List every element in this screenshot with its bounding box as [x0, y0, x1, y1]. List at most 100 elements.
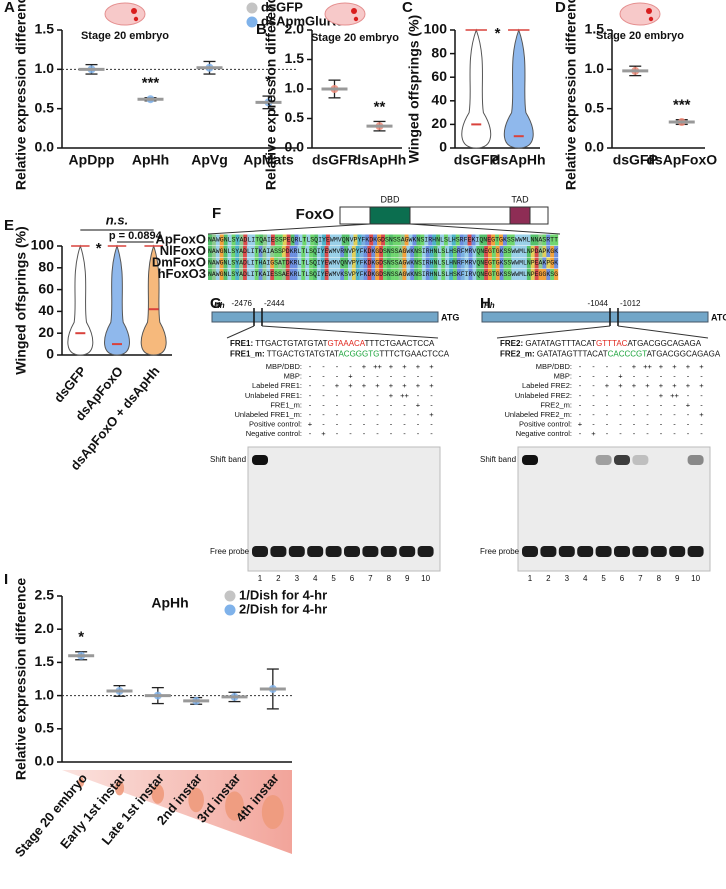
lane-number: 4 [313, 574, 318, 583]
sequence: NAWGNLSYADLITKAIESSAEKRLTLSQIYEWMVKSVPYF… [208, 271, 558, 278]
row-cell: - [606, 429, 609, 438]
residue-shade [359, 246, 364, 257]
aphid-icon [261, 795, 284, 829]
row-cell: - [660, 429, 663, 438]
row-cell: + [686, 381, 691, 390]
sequence: NAWGNLSYADLITHAIGSATDKRLTLSQIYEWMVQNVPYF… [208, 260, 558, 267]
residue-shade [231, 234, 236, 246]
sequence: NAWGNLSYADLITQAIESSPEQRLTLSQIYEWMVQNVPYF… [208, 237, 558, 244]
residue-shade [410, 269, 415, 280]
row-cell: - [619, 362, 622, 371]
residue-shade [390, 269, 395, 280]
residue-shade [215, 257, 220, 269]
probe-name: FRE1: [230, 339, 253, 348]
significance: ** [374, 98, 386, 115]
residue-shade [309, 246, 314, 257]
aphid-icon [151, 784, 165, 804]
row-cell: - [390, 429, 393, 438]
residue-shade [313, 269, 318, 280]
y-tick-label: 20 [431, 115, 447, 131]
residue-shade [433, 257, 438, 269]
row-cell: - [376, 372, 379, 381]
residue-shade [208, 246, 213, 257]
row-cell: - [673, 420, 676, 429]
residue-shade [375, 269, 380, 280]
residue-shade [542, 246, 547, 257]
residue-shade [305, 246, 310, 257]
residue-shade [262, 269, 267, 280]
free-probe-band [325, 546, 342, 557]
y-tick-label: 1.5 [285, 50, 305, 66]
residue-shade [453, 257, 458, 269]
residue-shade [456, 257, 461, 269]
row-cell: + [348, 372, 353, 381]
residue-shade [247, 234, 252, 246]
row-cell: - [700, 429, 703, 438]
residue-shade [324, 257, 329, 269]
residue-shade [340, 257, 345, 269]
residue-shade [468, 246, 473, 257]
residue-shade [515, 246, 520, 257]
row-cell: + [659, 391, 664, 400]
row-cell: + [605, 381, 610, 390]
residue-shade [394, 246, 399, 257]
free-probe-band [270, 546, 287, 557]
residue-shade [377, 234, 382, 246]
residue-shade [491, 269, 496, 280]
promoter-bar [481, 311, 709, 323]
residue-shade [456, 269, 461, 280]
embryo-eye [131, 8, 137, 14]
residue-shade [534, 246, 539, 257]
row-cell: - [430, 429, 433, 438]
residue-shade [286, 234, 291, 246]
residue-shade [495, 257, 500, 269]
residue-shade [418, 257, 423, 269]
row-cell: - [349, 420, 352, 429]
free-probe-band [362, 546, 379, 557]
x-tick-label: dsGFP [454, 152, 499, 168]
row-label: Labeled FRE1: [252, 381, 302, 390]
residue-shade [310, 234, 315, 246]
residue-shade [550, 234, 555, 246]
residue-shade [379, 269, 384, 280]
residue-shade [254, 257, 259, 269]
legend-label: dsApmGluR3 [261, 13, 343, 28]
probe-name: FRE2: [500, 339, 523, 348]
residue-shade [320, 246, 325, 257]
residue-shade [534, 234, 539, 246]
row-cell: - [606, 372, 609, 381]
row-cell: - [687, 420, 690, 429]
legend-label: 1/Dish for 4-hr [239, 587, 327, 602]
residue-shade [297, 269, 302, 280]
row-cell: - [673, 400, 676, 409]
row-cell: - [417, 372, 420, 381]
residue-shade [542, 234, 547, 246]
y-tick-label: 1.5 [585, 21, 605, 37]
residue-shade [526, 246, 531, 257]
residue-shade [480, 257, 485, 269]
row-cell: - [606, 391, 609, 400]
residue-shade [550, 257, 555, 269]
y-tick-label: 1.0 [35, 686, 55, 702]
row-cell: + [308, 420, 313, 429]
y-tick-label: 0.0 [285, 139, 305, 155]
y-tick-label: 1.0 [285, 80, 305, 96]
row-cell: - [606, 362, 609, 371]
residue-shade [400, 234, 405, 246]
significance: *** [673, 97, 691, 114]
gene-label: Hh [484, 301, 495, 310]
residue-shade [274, 234, 279, 246]
panel-label: D [555, 0, 566, 16]
row-label: Unlabeled FRE2: [515, 391, 572, 400]
row-cell: - [336, 372, 339, 381]
residue-shade [398, 257, 403, 269]
free-probe-band [540, 546, 557, 557]
residue-shade [421, 246, 426, 257]
embryo-eye [353, 16, 359, 22]
row-cell: - [606, 400, 609, 409]
residue-shade [274, 246, 279, 257]
residue-shade [219, 234, 224, 246]
row-cell: - [619, 420, 622, 429]
residue-shade [320, 269, 325, 280]
residue-shade [510, 234, 515, 246]
